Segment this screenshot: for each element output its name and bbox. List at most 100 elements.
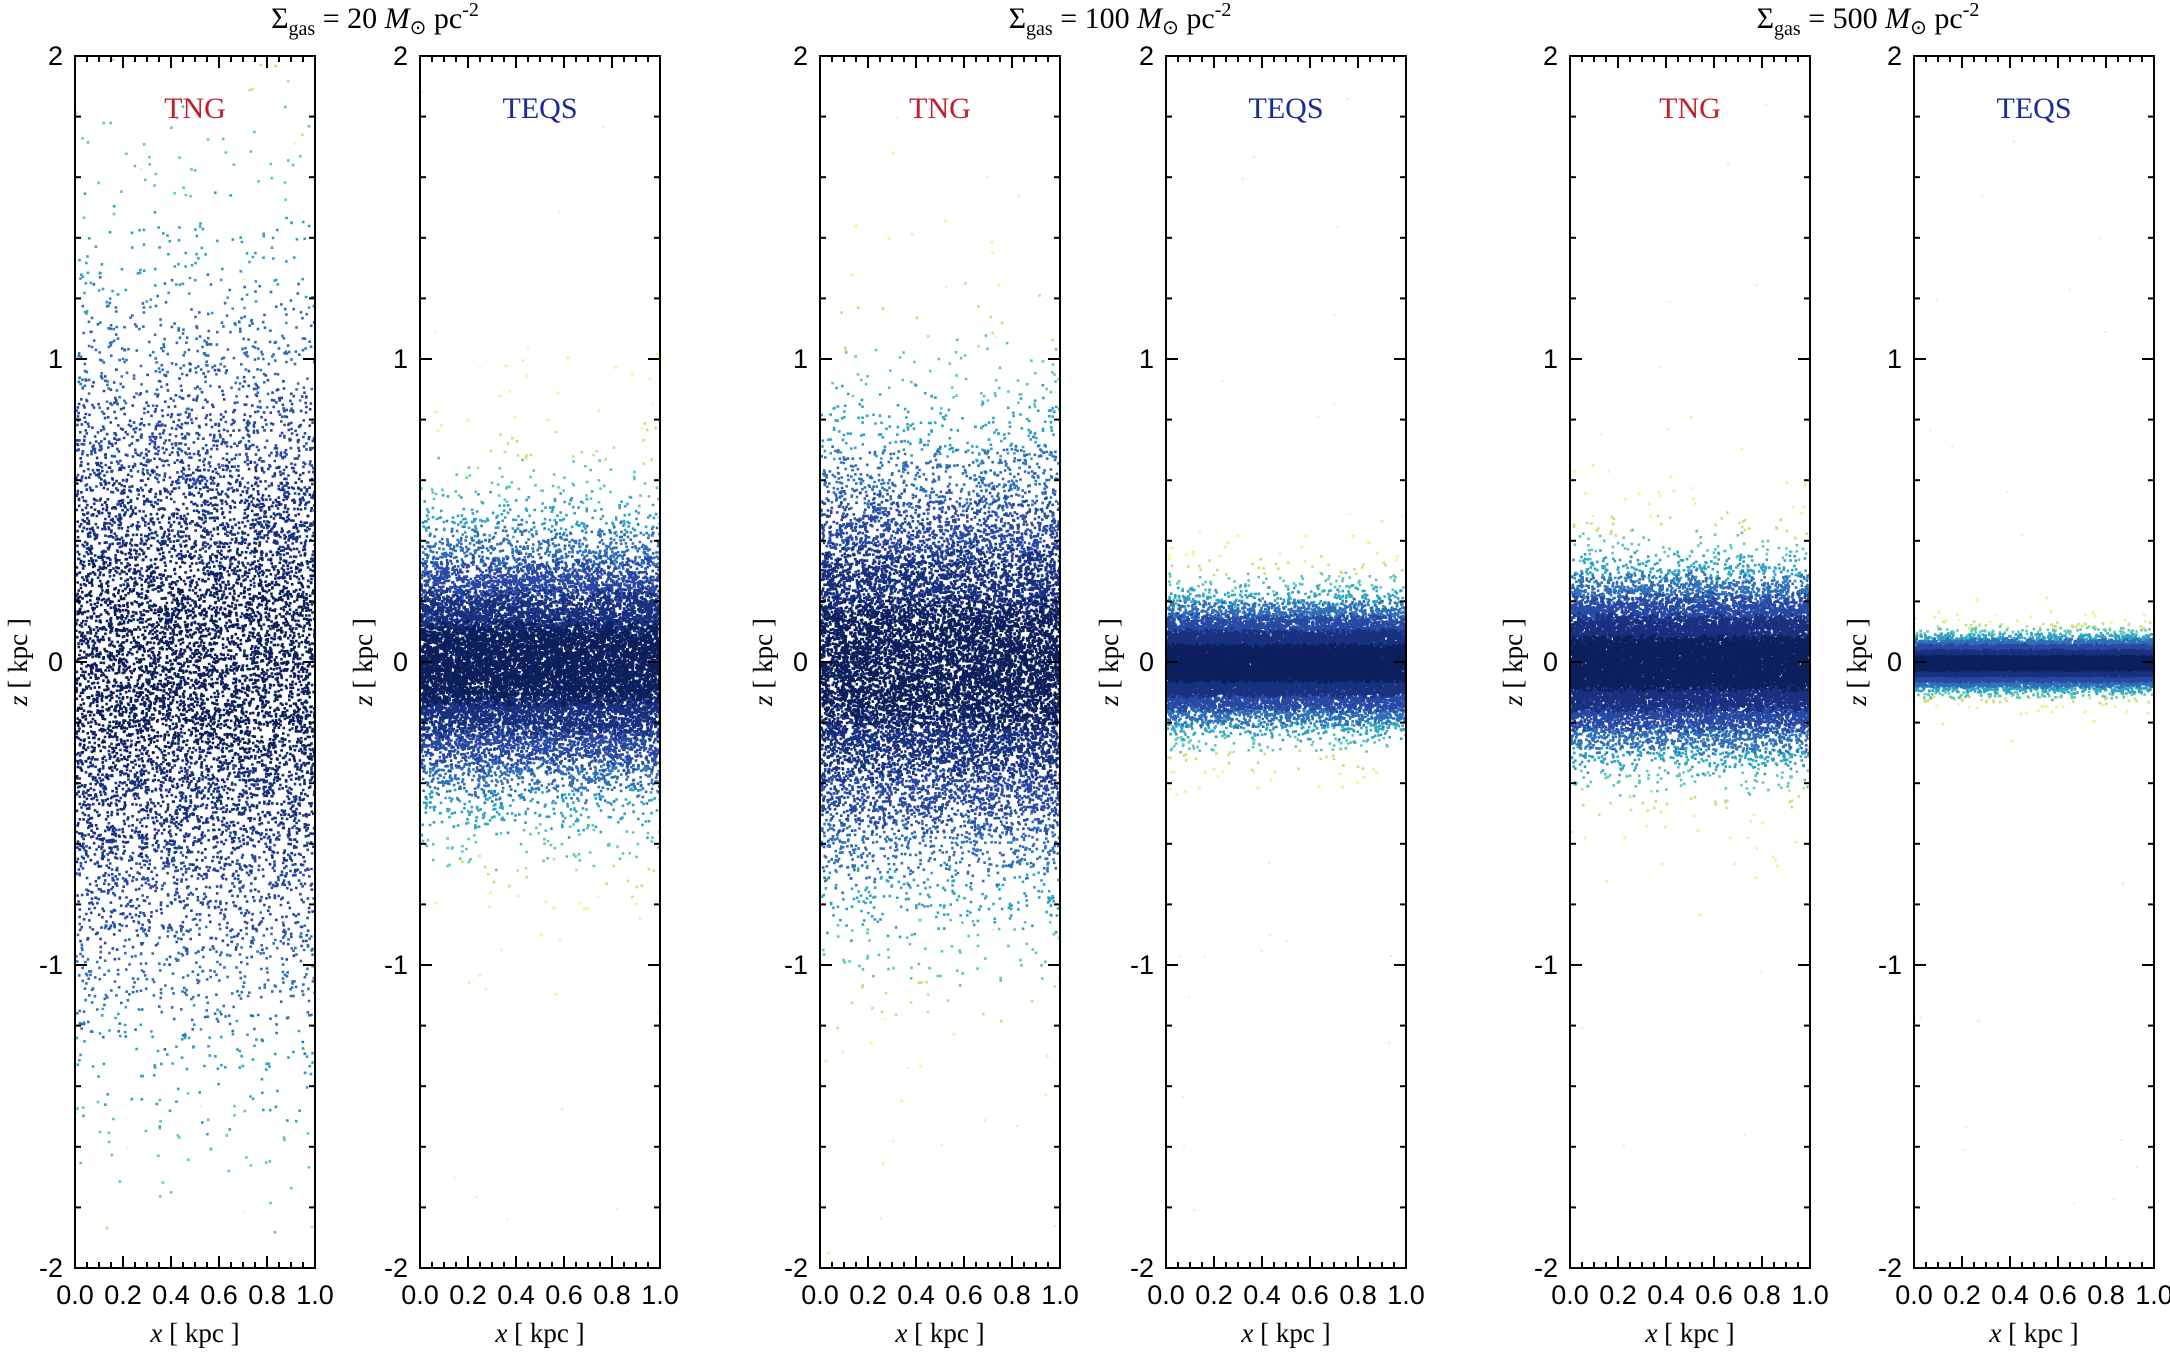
y-axis-label: z [ kpc ] [1498,618,1528,707]
x-tick-label: 0.0 [401,1280,439,1310]
scatter-panel-teqs: 0.0 0.2 0.4 0.6 0.8 1.0 -2 -1 0 1 2 x [ kpc ] z [ kp… [1842,41,2170,1348]
y-tick-label: -2 [1534,1253,1558,1283]
x-tick-label: 1.0 [2135,1280,2170,1310]
x-tick-label: 0.4 [497,1280,535,1310]
y-tick-label: -2 [784,1253,808,1283]
data-points [820,117,1063,1255]
y-tick-label: 0 [1887,647,1902,677]
x-tick-label: 0.6 [200,1280,238,1310]
data-points [1570,104,1813,1148]
y-tick-label: -1 [1130,950,1154,980]
x-tick-label: 0.0 [1551,1280,1589,1310]
scatter-points-series-0 [420,618,662,708]
y-tick-label: -1 [384,950,408,980]
y-tick-label: 2 [48,41,63,71]
y-axis-label: z [ kpc ] [1094,618,1124,707]
panel-label-teqs: TEQS [1249,92,1324,125]
x-tick-label: 0.2 [104,1280,142,1310]
y-tick-label: 0 [393,647,408,677]
x-tick-label: 0.2 [1943,1280,1981,1310]
panel-label-teqs: TEQS [503,92,578,125]
x-tick-label: 0.0 [1147,1280,1185,1310]
y-tick-label: 1 [48,344,63,374]
x-tick-label: 0.2 [449,1280,487,1310]
y-tick-label: -1 [1878,950,1902,980]
group-title: Σgas = 500 M⊙ pc-2 [1757,0,1980,40]
data-points [1166,98,1409,1211]
y-tick-label: -2 [384,1253,408,1283]
x-tick-label: 0.8 [2087,1280,2125,1310]
x-tick-label: 0.4 [1647,1280,1685,1310]
x-tick-label: 0.2 [849,1280,887,1310]
panel-label-tng: TNG [164,92,226,125]
scatter-panel-tng: 0.0 0.2 0.4 0.6 0.8 1.0 -2 -1 0 1 2 x [ kpc ] z [ kp… [3,41,334,1348]
y-axis-label: z [ kpc ] [1842,618,1872,707]
x-tick-label: 0.6 [1695,1280,1733,1310]
x-axis-label: x [ kpc ] [149,1318,239,1348]
x-tick-label: 0.2 [1599,1280,1637,1310]
x-tick-label: 0.8 [248,1280,286,1310]
x-tick-label: 0.6 [1291,1280,1329,1310]
x-tick-label: 0.6 [945,1280,983,1310]
data-points [1914,141,2157,1205]
x-axis-label: x [ kpc ] [1644,1318,1734,1348]
scatter-points-series-0 [1166,643,1409,685]
panel-label-tng: TNG [909,92,971,125]
x-tick-label: 0.2 [1195,1280,1233,1310]
x-tick-label: 0.0 [801,1280,839,1310]
y-tick-label: -1 [1534,950,1558,980]
x-tick-label: 0.6 [545,1280,583,1310]
y-tick-label: -2 [39,1253,63,1283]
y-axis-label: z [ kpc ] [3,618,33,707]
panel-label-tng: TNG [1659,92,1721,125]
y-tick-label: 1 [793,344,808,374]
x-tick-label: 0.0 [1895,1280,1933,1310]
x-tick-label: 1.0 [1387,1280,1425,1310]
y-tick-label: 2 [1139,41,1154,71]
y-tick-label: -1 [39,950,63,980]
x-tick-label: 1.0 [296,1280,334,1310]
y-tick-label: 2 [393,41,408,71]
x-tick-label: 1.0 [1041,1280,1079,1310]
panel-label-teqs: TEQS [1997,92,2072,125]
x-axis-label: x [ kpc ] [894,1318,984,1348]
scatter-points-series-0 [1914,655,2157,673]
x-tick-label: 1.0 [1791,1280,1829,1310]
y-tick-label: 2 [793,41,808,71]
data-points [75,58,318,1233]
y-axis-label: z [ kpc ] [748,618,778,707]
x-tick-label: 0.4 [1991,1280,2029,1310]
y-tick-label: -1 [784,950,808,980]
y-tick-label: 1 [393,344,408,374]
y-tick-label: 1 [1543,344,1558,374]
group-title: Σgas = 100 M⊙ pc-2 [1009,0,1232,40]
x-axis-label: x [ kpc ] [494,1318,584,1348]
data-points [420,91,662,1220]
x-tick-label: 0.0 [56,1280,94,1310]
x-tick-label: 0.8 [593,1280,631,1310]
y-tick-label: 1 [1139,344,1154,374]
x-tick-label: 0.4 [152,1280,190,1310]
y-tick-label: 0 [48,647,63,677]
y-tick-label: 0 [1139,647,1154,677]
y-tick-label: 0 [1543,647,1558,677]
scatter-panel-tng: 0.0 0.2 0.4 0.6 0.8 1.0 -2 -1 0 1 2 x [ kpc ] z [ kp… [748,41,1079,1348]
x-tick-label: 1.0 [641,1280,679,1310]
y-tick-label: -2 [1878,1253,1902,1283]
y-tick-label: 2 [1543,41,1558,71]
scatter-points-series-0 [75,543,317,783]
x-tick-label: 0.4 [897,1280,935,1310]
x-tick-label: 0.6 [2039,1280,2077,1310]
x-axis-label: x [ kpc ] [1988,1318,2078,1348]
y-tick-label: 2 [1887,41,1902,71]
y-tick-label: 0 [793,647,808,677]
x-tick-label: 0.8 [993,1280,1031,1310]
x-tick-label: 0.4 [1243,1280,1281,1310]
x-axis-label: x [ kpc ] [1240,1318,1330,1348]
group-title: Σgas = 20 M⊙ pc-2 [271,0,479,40]
y-tick-label: 1 [1887,344,1902,374]
